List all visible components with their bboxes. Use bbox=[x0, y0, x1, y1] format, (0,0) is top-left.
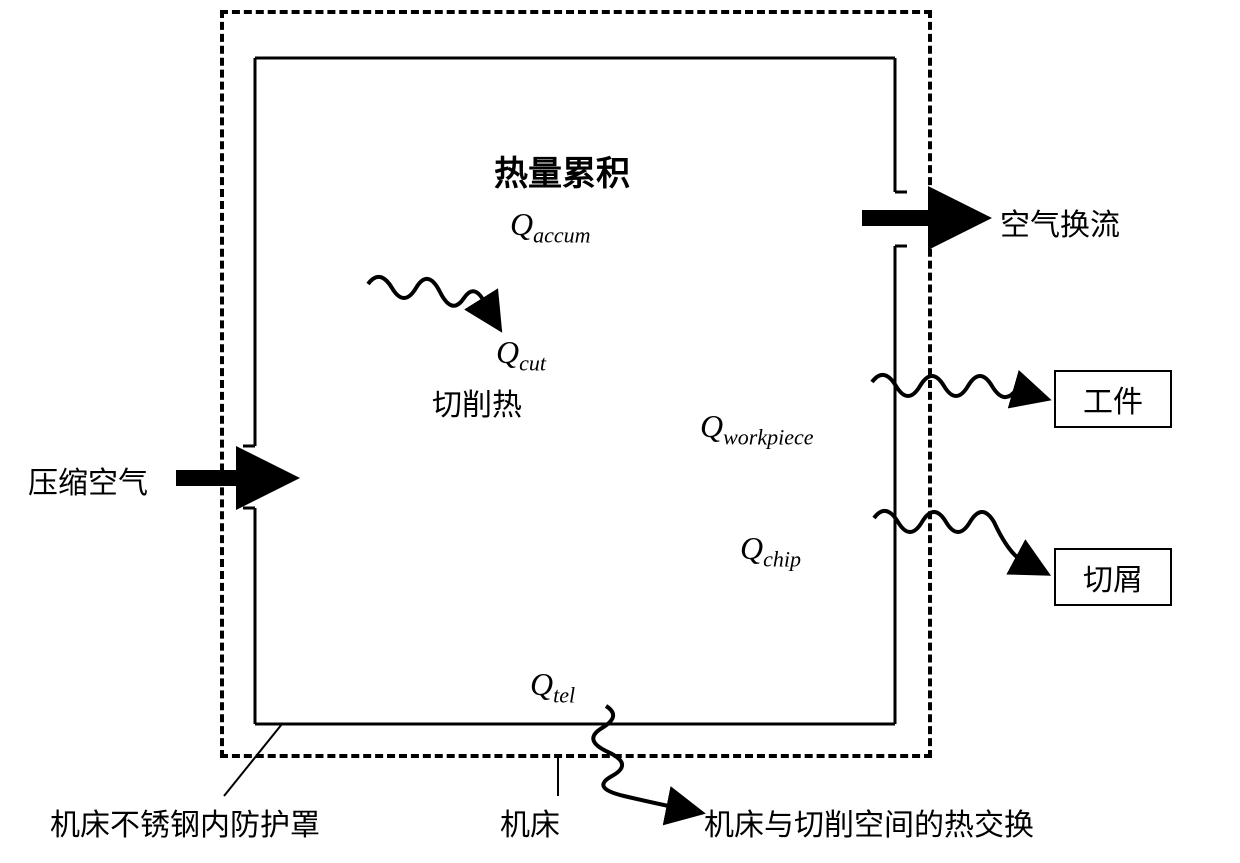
heat-flow-diagram: 热量累积 Qaccum 压缩空气 空气换流 Qcut 切削热 bbox=[0, 0, 1240, 863]
machine-leader-line bbox=[0, 0, 300, 150]
stainless-shield-label: 机床不锈钢内防护罩 bbox=[50, 800, 320, 844]
q-tel-symbol: Qtel bbox=[530, 666, 575, 708]
heat-exchange-label: 机床与切削空间的热交换 bbox=[704, 800, 1034, 844]
q-workpiece-symbol: Qworkpiece bbox=[700, 408, 814, 450]
workpiece-box-label: 工件 bbox=[1083, 377, 1143, 421]
q-chip-symbol: Qchip bbox=[740, 530, 801, 572]
chip-box-label: 切屑 bbox=[1083, 555, 1143, 599]
compressed-air-label: 压缩空气 bbox=[28, 458, 148, 502]
machine-tool-label: 机床 bbox=[500, 800, 560, 844]
chip-box: 切屑 bbox=[1054, 548, 1172, 606]
heat-accum-title: 热量累积 bbox=[494, 146, 630, 195]
q-accum-symbol: Qaccum bbox=[510, 206, 591, 248]
cutting-heat-label: 切削热 bbox=[432, 380, 522, 424]
workpiece-box: 工件 bbox=[1054, 370, 1172, 428]
air-exchange-label: 空气换流 bbox=[1000, 200, 1120, 244]
q-cut-symbol: Qcut bbox=[496, 334, 546, 376]
